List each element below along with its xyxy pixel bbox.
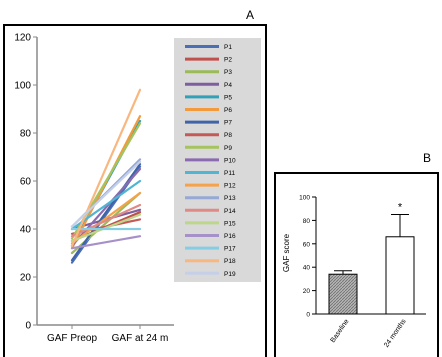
panel-a-legend-label: P9 [224, 145, 232, 152]
panel-a-legend-label: P16 [224, 233, 236, 240]
panel-a-series-line-p16 [70, 235, 142, 250]
panel-b-y-tick-label: 0 [306, 312, 310, 319]
panel-a-legend-label: P4 [224, 82, 232, 89]
panel-a-legend-label: P11 [224, 170, 235, 177]
panel-a-series-line-p12 [70, 191, 142, 245]
panel-a-legend-label: P15 [224, 220, 236, 227]
panel-b-significance-marker: * [398, 202, 403, 214]
panel-b-y-tick-label: 60 [303, 241, 311, 248]
panel-a-x-tick-label: GAF Preop [47, 333, 97, 344]
panel-a-legend-label: P12 [224, 183, 236, 190]
panel-a-legend-label: P18 [224, 258, 236, 265]
panel-a-legend-label: P2 [224, 57, 232, 64]
panel-a-y-tick-label: 80 [20, 129, 32, 140]
panel-a-legend-label: P13 [224, 195, 236, 202]
panel-b-y-tick-label: 80 [303, 218, 311, 225]
panel-a-series-line-p18 [70, 88, 142, 247]
panel-a-y-tick-label: 60 [20, 177, 32, 188]
panel-a-series-line-p19 [70, 160, 142, 228]
panel-a-label: A [246, 8, 254, 22]
panel-b-y-tick-label: 20 [303, 288, 311, 295]
panel-b-y-tick-label: 100 [299, 195, 310, 202]
panel-a-legend-label: P14 [224, 208, 236, 215]
panel-a-legend-label: P8 [224, 132, 232, 139]
panel-a: A 0 20 40 60 80 100 120 GAF Preop GAF at 24 m P… [3, 8, 267, 357]
panel-a-y-tick-label: 0 [25, 321, 31, 332]
panel-a-legend-label: P17 [224, 246, 236, 253]
panel-b-bar [328, 273, 358, 315]
panel-b-bar [385, 236, 415, 315]
panel-a-legend-label: P1 [224, 44, 232, 51]
panel-a-legend-label: P7 [224, 120, 232, 127]
panel-b-y-tick-label: 40 [303, 265, 311, 272]
panel-a-x-tick-label: GAF at 24 m [112, 333, 169, 344]
panel-a-legend-label: P19 [224, 271, 236, 278]
panel-b-label: B [423, 151, 431, 165]
panel-a-legend-label: P3 [224, 69, 232, 76]
panel-a-legend-label: P6 [224, 107, 232, 114]
panel-a-series-line-p14 [70, 203, 142, 238]
panel-a-y-tick-label: 20 [20, 273, 32, 284]
panel-a-series-line-p15 [70, 213, 142, 243]
panel-a-legend-label: P5 [224, 94, 232, 101]
panel-a-y-tick-label: 40 [20, 225, 32, 236]
panel-b-ylabel: GAF score [282, 233, 291, 272]
panel-a-y-tick-label: 100 [14, 81, 31, 92]
panel-a-legend-label: P10 [224, 157, 236, 164]
panel-a-y-tick-label: 120 [14, 33, 31, 44]
panel-a-series-line-p10 [70, 167, 142, 247]
